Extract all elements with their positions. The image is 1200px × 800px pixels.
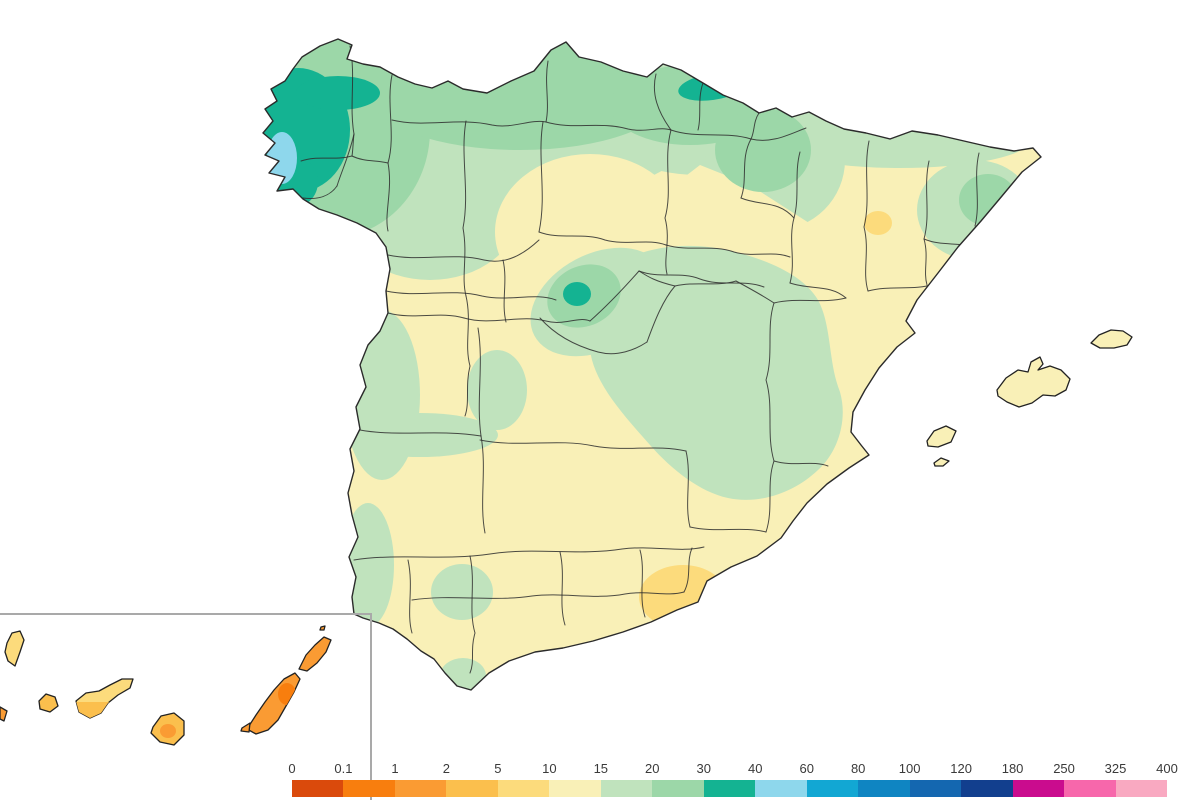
legend-cell-5-10: [497, 780, 550, 797]
island-lanzarote: [298, 636, 332, 672]
island-la-gomera: [38, 693, 59, 713]
legend-tick-20: 20: [645, 761, 660, 776]
legend-cell-15-20: [600, 780, 653, 797]
region-west-extremadura: [344, 310, 420, 480]
legend-tick-0: 0: [288, 761, 296, 776]
legend-color-bar: [292, 780, 1167, 797]
legend-cell-60-80: [806, 780, 859, 797]
region-zaragoza-spot: [864, 211, 892, 235]
legend-tick-40: 40: [748, 761, 763, 776]
legend-tick-100: 100: [898, 761, 921, 776]
legend-tick-60: 60: [799, 761, 814, 776]
island-tenerife-south: [76, 702, 133, 718]
legend-cell-40-60: [755, 780, 807, 797]
legend-cell-30-40: [703, 780, 756, 797]
region-ebro-valley: [648, 165, 905, 330]
legend-cell-250-325: [1064, 780, 1116, 797]
island-formentera: [933, 457, 950, 467]
legend-tick-80: 80: [850, 761, 866, 776]
legend-tick-325: 325: [1104, 761, 1127, 776]
island-la-palma: [4, 630, 25, 667]
legend-cell-80-100: [858, 780, 910, 797]
island-el-hierro: [0, 706, 8, 722]
legend-cell-180-250: [1012, 780, 1065, 797]
region-galicia-north-finger: [296, 76, 380, 110]
region-huelva-fringe: [342, 503, 394, 627]
legend-cell-20-30: [652, 780, 704, 797]
island-fuerteventura: [246, 672, 301, 735]
region-gredos-link: [467, 350, 527, 430]
region-rias-baixas: [267, 132, 297, 184]
legend-cell-325-400: [1115, 780, 1167, 797]
legend-tick-400: 400: [1156, 761, 1178, 776]
island-lanzarote-islet: [319, 625, 326, 631]
legend-tick-10: 10: [542, 761, 557, 776]
legend-tick-120: 120: [950, 761, 972, 776]
canary-inset: [0, 613, 372, 800]
inset-border: [0, 613, 372, 800]
legend-cell-0-0.1: [292, 780, 344, 797]
province-borders: [300, 45, 980, 674]
legend-cell-1-2: [394, 780, 447, 797]
region-navarra: [715, 108, 811, 192]
legend-tick-250: 250: [1053, 761, 1075, 776]
legend-tick-180: 180: [1001, 761, 1024, 776]
legend-tick-1: 1: [391, 761, 399, 776]
legend-tick-2: 2: [442, 761, 451, 776]
region-north-seville: [431, 564, 493, 620]
legend: 0 0.1 1 2 5 10 15 20 30 40 60 80 100 120 180 250 325 400: [288, 761, 1178, 799]
region-almeria: [639, 565, 727, 629]
legend-cell-0.1-1: [343, 780, 395, 797]
island-menorca: [1090, 329, 1133, 349]
island-mallorca: [996, 356, 1071, 408]
island-ibiza: [926, 425, 957, 448]
legend-cell-2-5: [446, 780, 498, 797]
legend-cell-100-120: [909, 780, 962, 797]
mainland-coastline: [262, 38, 1042, 691]
region-ne-catalonia: [959, 174, 1017, 226]
region-sierra-guadarrama: [563, 282, 591, 306]
island-fuerteventura-tail: [240, 722, 251, 733]
island-gran-canaria-core: [160, 724, 176, 738]
legend-tick-5: 5: [494, 761, 502, 776]
legend-tick-0.1: 0.1: [334, 761, 353, 776]
legend-cell-120-180: [961, 780, 1013, 797]
legend-tick-30: 30: [696, 761, 711, 776]
legend-cell-10-15: [549, 780, 601, 797]
legend-tick-15: 15: [593, 761, 609, 776]
balearic-islands: [926, 329, 1133, 467]
